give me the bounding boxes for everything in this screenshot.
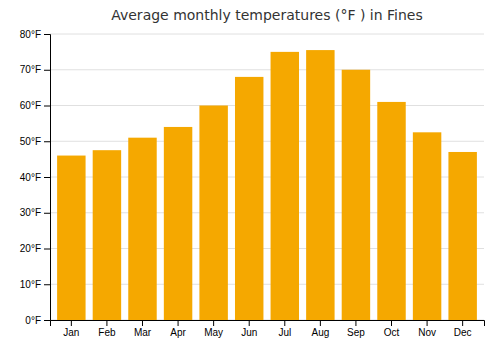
bar bbox=[413, 132, 441, 320]
x-tick: Jan bbox=[63, 320, 79, 338]
tick-mark bbox=[44, 106, 50, 107]
bar bbox=[342, 70, 370, 320]
y-tick: 70°F bbox=[20, 64, 50, 75]
tick-mark bbox=[106, 320, 107, 326]
tick-mark bbox=[427, 320, 428, 326]
x-tick: Nov bbox=[418, 320, 436, 338]
x-axis: Jan Feb Mar Apr May Jun Jul Aug Sep Oct Nov Dec bbox=[51, 320, 485, 338]
y-tick: 10°F bbox=[20, 279, 50, 290]
tick-label: Jan bbox=[63, 327, 79, 338]
y-tick: 40°F bbox=[20, 172, 50, 183]
y-tick: 20°F bbox=[20, 243, 50, 254]
tick-label: Apr bbox=[170, 327, 186, 338]
tick-mark bbox=[44, 249, 50, 250]
tick-mark bbox=[284, 320, 285, 326]
tick-mark bbox=[44, 284, 50, 285]
grid bbox=[50, 34, 484, 320]
tick-label: Dec bbox=[454, 327, 472, 338]
bar bbox=[164, 127, 192, 320]
tick-label: Oct bbox=[384, 327, 400, 338]
tick-mark bbox=[44, 141, 50, 142]
tick-label: 70°F bbox=[20, 64, 41, 75]
grid-line bbox=[50, 34, 484, 35]
tick-mark bbox=[249, 320, 250, 326]
tick-mark bbox=[44, 177, 50, 178]
tick-mark bbox=[44, 34, 50, 35]
tick-label: Jul bbox=[278, 327, 291, 338]
bar bbox=[377, 102, 405, 320]
y-tick: 60°F bbox=[20, 100, 50, 111]
grid-line bbox=[50, 69, 484, 70]
tick-mark bbox=[71, 320, 72, 326]
y-tick: 80°F bbox=[20, 29, 50, 40]
x-tick: Apr bbox=[170, 320, 186, 338]
tick-label: 40°F bbox=[20, 172, 41, 183]
tick-label: 80°F bbox=[20, 29, 41, 40]
tick-label: 10°F bbox=[20, 279, 41, 290]
bar bbox=[271, 52, 299, 320]
x-tick: Sep bbox=[347, 320, 365, 338]
tick-label: 20°F bbox=[20, 243, 41, 254]
x-tick: Dec bbox=[454, 320, 472, 338]
bar bbox=[128, 138, 156, 320]
tick-mark bbox=[44, 320, 50, 321]
tick-label: Mar bbox=[134, 327, 152, 338]
bar bbox=[93, 150, 121, 320]
tick-label: 30°F bbox=[20, 207, 41, 218]
y-axis: 0°F 10°F 20°F 30°F 40°F 50°F 60°F 70°F 80°F bbox=[20, 29, 51, 326]
x-tick: Feb bbox=[98, 320, 116, 338]
grid-line bbox=[50, 105, 484, 106]
axis-line bbox=[44, 35, 51, 321]
x-tick: May bbox=[204, 320, 223, 338]
bar bbox=[199, 106, 227, 321]
tick-label: Nov bbox=[418, 327, 436, 338]
chart: 0°F 10°F 20°F 30°F 40°F 50°F 60°F 70°F 80°F Jan Fe… bbox=[0, 0, 500, 350]
bar bbox=[235, 77, 263, 320]
tick-label: May bbox=[204, 327, 223, 338]
x-tick: Jun bbox=[241, 320, 257, 338]
bar bbox=[448, 152, 476, 320]
tick-mark bbox=[178, 320, 179, 326]
tick-mark bbox=[44, 213, 50, 214]
y-tick: 30°F bbox=[20, 207, 50, 218]
y-tick: 50°F bbox=[20, 136, 50, 147]
tick-label: 60°F bbox=[20, 100, 41, 111]
plot: 0°F 10°F 20°F 30°F 40°F 50°F 60°F 70°F 80°F Jan Fe… bbox=[20, 29, 485, 338]
tick-mark bbox=[391, 320, 392, 326]
tick-mark bbox=[320, 320, 321, 326]
tick-mark bbox=[44, 70, 50, 71]
tick-label: 0°F bbox=[25, 315, 41, 326]
x-tick: Aug bbox=[311, 320, 329, 338]
bar bbox=[57, 156, 85, 320]
tick-mark bbox=[462, 320, 463, 326]
tick-label: Aug bbox=[311, 327, 329, 338]
tick-mark bbox=[213, 320, 214, 326]
tick-label: 50°F bbox=[20, 136, 41, 147]
tick-mark bbox=[355, 320, 356, 326]
tick-label: Feb bbox=[98, 327, 116, 338]
x-tick: Oct bbox=[384, 320, 400, 338]
tick-mark bbox=[142, 320, 143, 326]
x-tick: Jul bbox=[278, 320, 291, 338]
y-tick: 0°F bbox=[25, 315, 50, 326]
bars bbox=[57, 50, 477, 320]
tick-label: Sep bbox=[347, 327, 365, 338]
title: Average monthly temperatures (°F ) in Fi… bbox=[111, 7, 423, 23]
x-tick: Mar bbox=[134, 320, 152, 338]
tick-label: Jun bbox=[241, 327, 257, 338]
axis-line bbox=[51, 321, 485, 327]
bar bbox=[306, 50, 334, 320]
